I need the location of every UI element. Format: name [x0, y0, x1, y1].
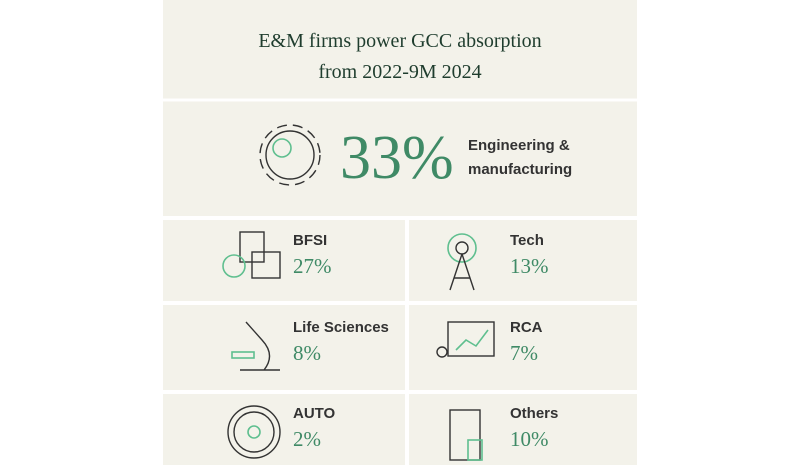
gear-icon: [259, 124, 321, 186]
sector-value: 2%: [293, 427, 321, 451]
sector-value: 13%: [510, 254, 549, 278]
sector-label: Others: [510, 405, 558, 422]
title-line: from 2022-9M 2024: [318, 61, 481, 83]
headline-label: Engineering &: [468, 137, 570, 154]
rca-icon: [436, 321, 495, 358]
microscope-icon: [231, 321, 280, 371]
sector-label: RCA: [510, 319, 543, 336]
wheel-icon: [227, 405, 281, 459]
headline-value: 33%: [340, 124, 454, 192]
tech-icon: [447, 233, 477, 291]
sector-label: BFSI: [293, 232, 327, 249]
headline-label: manufacturing: [468, 161, 572, 178]
sector-value: 8%: [293, 341, 321, 365]
bfsi-icon: [222, 231, 281, 279]
sector-label: Tech: [510, 232, 544, 249]
sector-value: 7%: [510, 341, 538, 365]
sector-value: 10%: [510, 427, 549, 451]
title-line: E&M firms power GCC absorption: [258, 30, 541, 52]
sector-value: 27%: [293, 254, 332, 278]
building-icon: [449, 409, 483, 461]
sector-label: AUTO: [293, 405, 336, 422]
sector-label: Life Sciences: [293, 319, 389, 336]
